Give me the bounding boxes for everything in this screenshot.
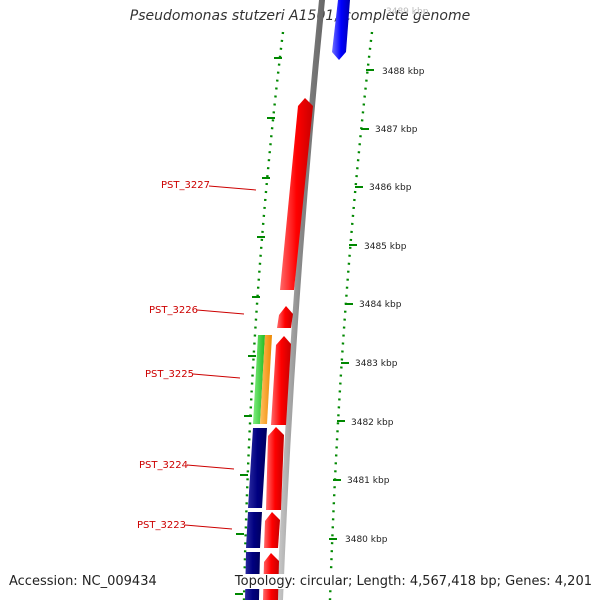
scale-label-3480: 3480 kbp [345, 535, 388, 545]
scale-ticks [329, 69, 374, 540]
leader-line-pst-3223 [184, 524, 233, 530]
gene-pst-3226 [277, 306, 293, 328]
leader-line-pst-3227 [208, 185, 257, 191]
feature-orange [260, 335, 272, 424]
gene-label-pst-3224[interactable]: PST_3224 [139, 460, 188, 471]
gene-label-pst-3227[interactable]: PST_3227 [161, 180, 210, 191]
reverse-strand-feature [332, 0, 350, 60]
leader-line-pst-3226 [196, 309, 245, 315]
gene-label-pst-3225[interactable]: PST_3225 [145, 369, 194, 380]
gene-pst-3224 [266, 427, 284, 510]
gene-pst-3227 [280, 98, 313, 290]
inner-ring-ticks [235, 57, 282, 595]
gene-pst-3223 [264, 512, 280, 548]
map-title: Pseudomonas stutzeri A1501, complete gen… [129, 8, 471, 24]
gene-label-pst-3223[interactable]: PST_3223 [137, 520, 186, 531]
scale-label-3485: 3485 kbp [364, 242, 407, 252]
feature-navy-2 [246, 512, 262, 548]
scale-label-3483: 3483 kbp [355, 359, 398, 369]
accession-text: Accession: NC_009434 [9, 574, 161, 589]
scale-label-3487: 3487 kbp [375, 125, 418, 135]
gene-label-pst-3226[interactable]: PST_3226 [149, 305, 198, 316]
feature-green [253, 335, 265, 424]
scale-label-3482: 3482 kbp [351, 418, 394, 428]
scale-label-3489: 3489 kbp [386, 7, 429, 17]
leader-line-pst-3225 [192, 373, 241, 379]
scale-label-3481: 3481 kbp [347, 476, 390, 486]
genome-summary-text: Topology: circular; Length: 4,567,418 bp… [230, 574, 592, 589]
gene-pst-3225 [271, 336, 291, 425]
outer-dotted-ring [328, 31, 374, 600]
genome-backbone [277, 0, 325, 600]
scale-label-3486: 3486 kbp [369, 183, 412, 193]
scale-label-3488: 3488 kbp [382, 67, 425, 77]
feature-navy-1 [248, 428, 267, 508]
leader-line-pst-3224 [186, 464, 235, 470]
scale-label-3484: 3484 kbp [359, 300, 402, 310]
